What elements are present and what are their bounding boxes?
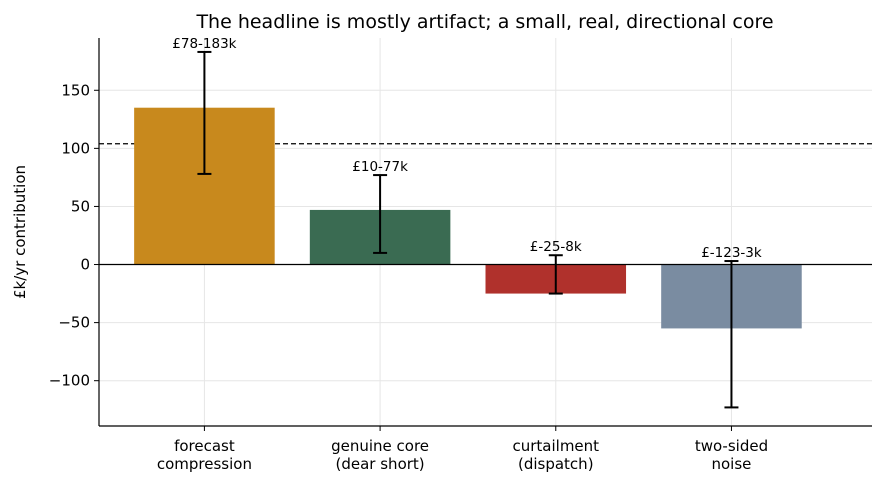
data-label-0: £78-183k (172, 36, 236, 52)
data-label-3: £-123-3k (701, 245, 762, 261)
data-label-2: £-25-8k (530, 239, 582, 255)
x-tick-label-line: forecast (174, 437, 235, 455)
error-bars (197, 50, 739, 409)
x-tick-label-line: (dear short) (336, 455, 425, 473)
x-tick-label-line: two-sided (695, 437, 768, 455)
bars (134, 107, 802, 329)
x-tick-label-1: genuine core (dear short) (331, 437, 429, 473)
data-labels: £78-183k £10-77k £-25-8k £-123-3k (172, 36, 762, 261)
y-ticks: −100 −50 0 50 100 150 (49, 81, 99, 390)
y-tick-label-2: 0 (80, 256, 90, 274)
chart-title: The headline is mostly artifact; a small… (195, 11, 773, 33)
y-axis-label: £k/yr contribution (11, 165, 29, 299)
y-tick-label-1: −50 (58, 314, 90, 332)
x-tick-label-line: compression (157, 455, 252, 473)
x-tick-label-3: two-sided noise (695, 437, 768, 473)
x-tick-label-line: (dispatch) (518, 455, 594, 473)
y-tick-label-3: 50 (71, 197, 90, 215)
x-tick-label-0: forecast compression (157, 437, 252, 473)
x-tick-label-2: curtailment (dispatch) (512, 437, 599, 473)
x-tick-label-line: curtailment (512, 437, 599, 455)
y-tick-label-5: 150 (61, 81, 90, 99)
data-label-1: £10-77k (352, 159, 408, 175)
x-tick-label-line: noise (712, 455, 752, 473)
axes (98, 38, 872, 427)
x-tick-label-line: genuine core (331, 437, 429, 455)
y-tick-label-4: 100 (61, 139, 90, 157)
y-tick-label-0: −100 (49, 372, 90, 390)
x-ticks: forecast compression genuine core (dear sho… (157, 426, 768, 473)
